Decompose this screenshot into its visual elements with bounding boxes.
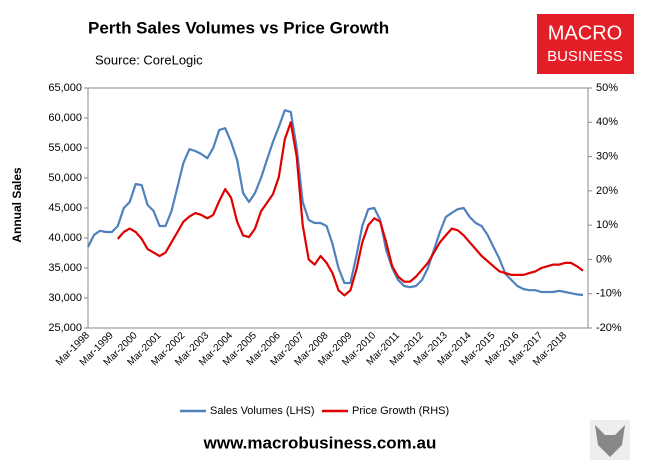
footer-url: www.macrobusiness.com.au [203,433,437,452]
legend-label: Sales Volumes (LHS) [210,405,315,417]
y2-tick-label: -10% [596,288,622,300]
plot-frame [87,87,589,329]
y2-tick-label: 30% [596,150,618,162]
logo-text: BUSINESS [547,48,623,65]
series-line [116,121,584,297]
y-tick-label: 35,000 [48,262,82,274]
series-line [87,109,584,297]
y-tick-label: 25,000 [48,322,82,334]
y2-tick-label: 50% [596,82,618,94]
y2-tick-label: 10% [596,219,618,231]
y-tick-label: 50,000 [48,172,82,184]
chart-subtitle: Source: CoreLogic [95,52,203,67]
y2-tick-label: 0% [596,253,612,265]
y-tick-label: 60,000 [48,112,82,124]
chart-title: Perth Sales Volumes vs Price Growth [88,18,389,37]
y-tick-label: 45,000 [48,202,82,214]
y-tick-label: 55,000 [48,142,82,154]
logo-text: MACRO [548,22,622,44]
y2-tick-label: 20% [596,185,618,197]
y-axis-label: Annual Sales [10,167,24,243]
wolf-icon [590,420,630,460]
y2-tick-label: 40% [596,116,618,128]
legend-label: Price Growth (RHS) [352,405,449,417]
y-tick-label: 65,000 [48,82,82,94]
y2-tick-label: -20% [596,322,622,334]
y-tick-label: 40,000 [48,232,82,244]
logo-box [537,14,634,74]
y-tick-label: 30,000 [48,292,82,304]
